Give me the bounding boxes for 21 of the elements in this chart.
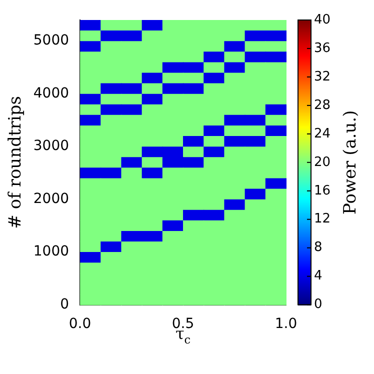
x-tick-label: 1.0: [274, 316, 298, 332]
y-tick-label: 4000: [33, 85, 70, 102]
color-bar-label: 20: [314, 154, 331, 170]
color-bar-label: 28: [314, 98, 331, 113]
x-tick-label: 0.0: [68, 316, 92, 332]
color-bar-label: 4: [314, 268, 322, 284]
y-tick-label: 0: [60, 296, 70, 312]
color-bar-label: 12: [314, 212, 331, 227]
color-bar-title: Power (a.u.): [340, 110, 360, 215]
color-bar-label: 24: [314, 126, 331, 142]
color-bar-label: 0: [314, 297, 322, 312]
color-bar-label: 8: [314, 240, 322, 256]
y-tick-label: 5000: [33, 32, 70, 49]
color-bar-label: 40: [314, 12, 331, 28]
y-axis-title: # of roundtrips: [6, 96, 26, 229]
y-tick-label: 1000: [33, 244, 70, 260]
y-tick-label: 2000: [33, 190, 70, 207]
y-tick-label: 3000: [33, 138, 70, 154]
color-bar-label: 32: [314, 69, 331, 84]
color-bar-label: 16: [314, 183, 331, 198]
color-bar-label: 36: [314, 40, 331, 56]
